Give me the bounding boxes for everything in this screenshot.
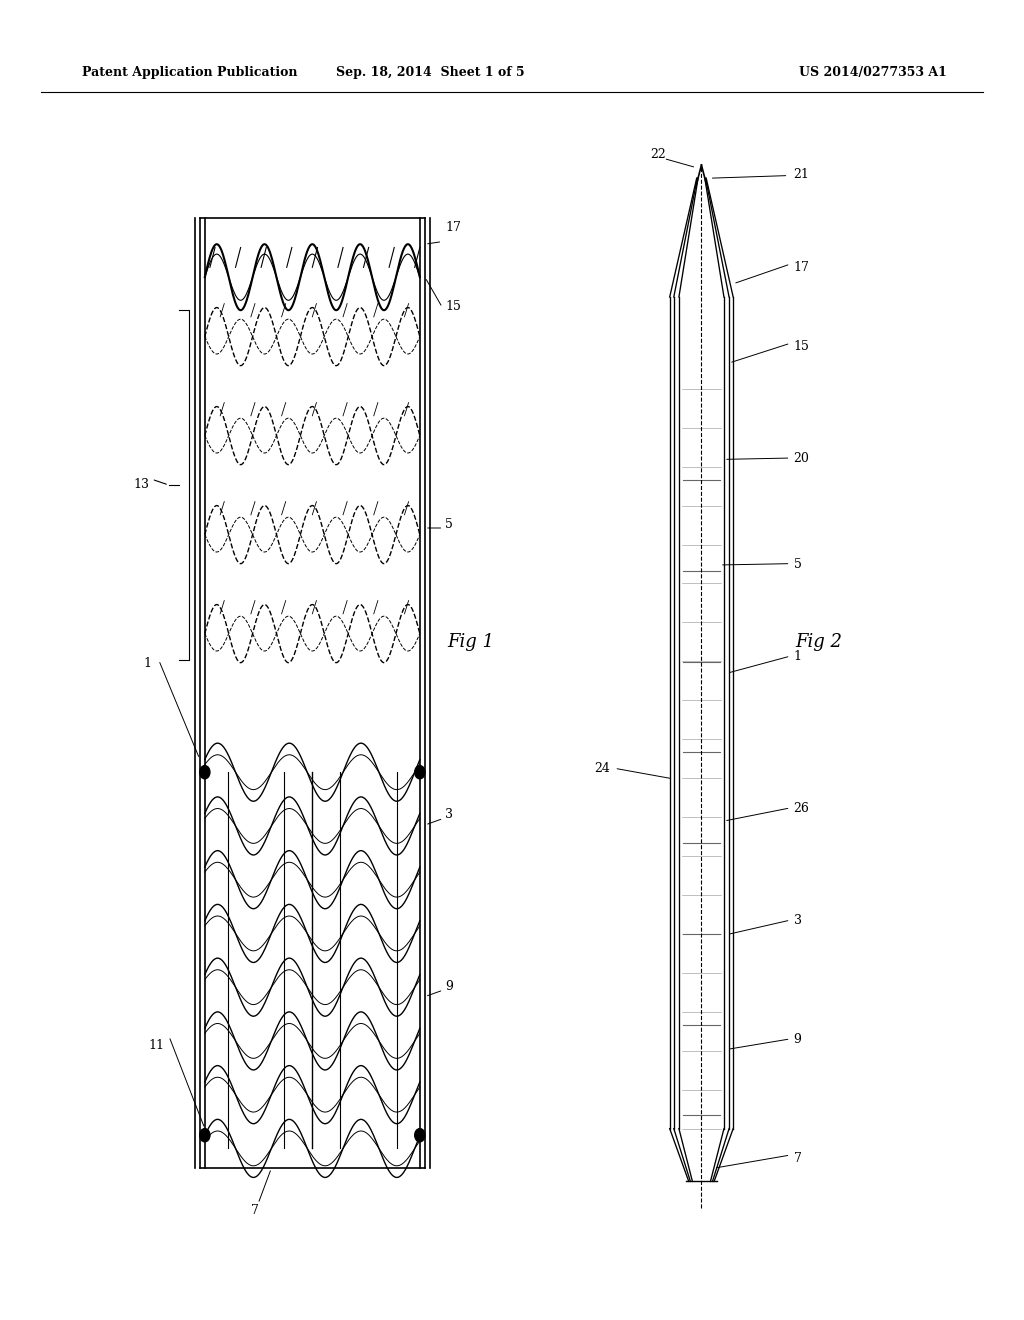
Text: 11: 11 [148, 1039, 165, 1052]
Text: Fig 1: Fig 1 [447, 632, 495, 651]
Text: 15: 15 [445, 300, 462, 313]
Text: 5: 5 [794, 557, 802, 570]
Text: 1: 1 [143, 656, 152, 669]
Circle shape [200, 766, 210, 779]
Text: 7: 7 [251, 1204, 259, 1217]
Text: 24: 24 [594, 762, 610, 775]
Text: 7: 7 [794, 1151, 802, 1164]
Text: Patent Application Publication: Patent Application Publication [82, 66, 297, 79]
Text: 15: 15 [794, 339, 810, 352]
Text: 9: 9 [445, 979, 454, 993]
Text: 17: 17 [794, 260, 810, 273]
Text: 20: 20 [794, 451, 810, 465]
Circle shape [415, 1129, 425, 1142]
Text: 13: 13 [133, 478, 150, 491]
Text: US 2014/0277353 A1: US 2014/0277353 A1 [799, 66, 946, 79]
Text: 22: 22 [650, 148, 666, 161]
Text: 17: 17 [445, 220, 462, 234]
Text: 9: 9 [794, 1032, 802, 1045]
Circle shape [200, 1129, 210, 1142]
Text: 5: 5 [445, 517, 454, 531]
Text: Fig 2: Fig 2 [796, 632, 843, 651]
Text: 21: 21 [794, 168, 810, 181]
Text: Sep. 18, 2014  Sheet 1 of 5: Sep. 18, 2014 Sheet 1 of 5 [336, 66, 524, 79]
Text: 26: 26 [794, 801, 810, 814]
Text: 3: 3 [445, 808, 454, 821]
Text: 3: 3 [794, 913, 802, 927]
Text: 1: 1 [794, 649, 802, 663]
Circle shape [415, 766, 425, 779]
